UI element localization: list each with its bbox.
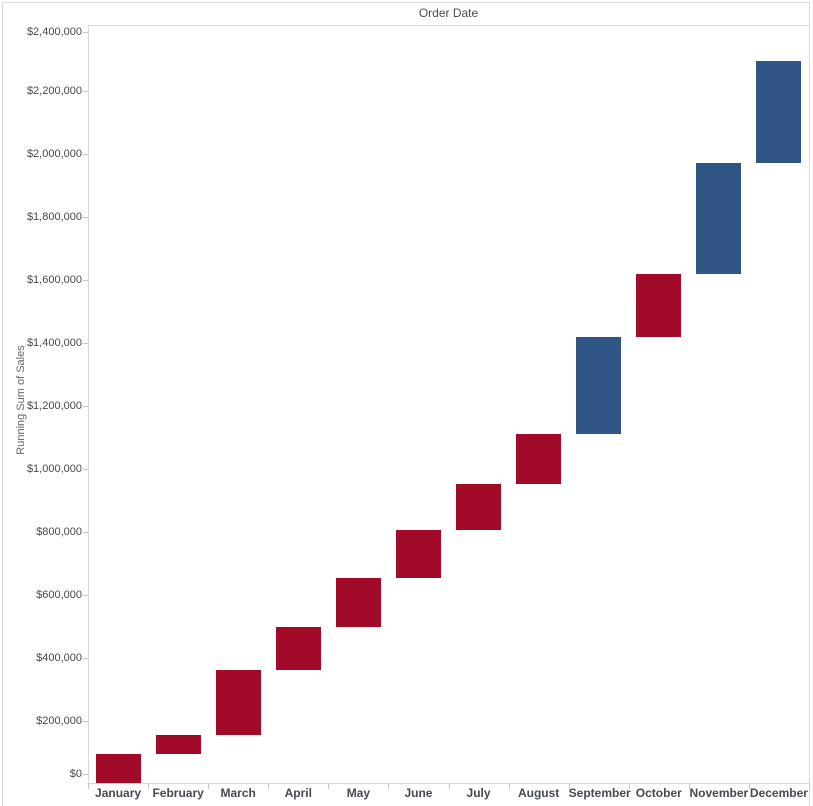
y-tick-label: $200,000: [36, 714, 82, 727]
bar-february[interactable]: [155, 734, 201, 754]
x-axis-label-may: May: [346, 786, 371, 800]
y-tick-mark: [83, 32, 89, 33]
y-tick-mark: [83, 469, 89, 470]
bar-july[interactable]: [456, 483, 502, 531]
x-tick-mark: [388, 784, 389, 789]
bar-april[interactable]: [275, 627, 321, 671]
x-tick-mark: [809, 784, 810, 789]
y-tick-mark: [83, 774, 89, 775]
y-tick-label: $2,200,000: [26, 85, 82, 98]
bar-september[interactable]: [576, 336, 622, 434]
sheet-border-right: [809, 2, 810, 806]
y-tick-mark: [83, 406, 89, 407]
x-axis-label-july: July: [466, 786, 491, 800]
y-tick-label: $2,000,000: [26, 148, 82, 161]
x-tick-mark: [148, 784, 149, 789]
y-tick-mark: [83, 343, 89, 344]
y-tick-label: $0: [69, 767, 82, 780]
bar-december[interactable]: [756, 60, 802, 163]
y-tick-label: $1,600,000: [26, 274, 82, 287]
y-tick-mark: [83, 280, 89, 281]
sheet-border-left: [2, 2, 3, 806]
x-axis-label-september: September: [568, 786, 631, 800]
x-tick-mark: [208, 784, 209, 789]
x-tick-mark: [88, 784, 89, 789]
x-axis-label-february: February: [152, 786, 204, 800]
y-tick-label: $1,000,000: [26, 462, 82, 475]
bar-november[interactable]: [696, 162, 742, 275]
y-tick-mark: [83, 595, 89, 596]
y-tick-mark: [83, 217, 89, 218]
x-tick-mark: [629, 784, 630, 789]
y-tick-label: $2,400,000: [26, 26, 82, 39]
y-tick-label: $1,400,000: [26, 336, 82, 349]
bar-may[interactable]: [335, 578, 381, 628]
y-tick-mark: [83, 154, 89, 155]
x-tick-mark: [268, 784, 269, 789]
x-tick-mark: [749, 784, 750, 789]
y-tick-mark: [83, 91, 89, 92]
y-tick-label: $1,200,000: [26, 399, 82, 412]
x-axis-label-october: October: [635, 786, 682, 800]
x-axis-label-january: January: [95, 786, 142, 800]
y-tick-mark: [83, 532, 89, 533]
bar-march[interactable]: [215, 670, 261, 735]
x-axis-label-march: March: [220, 786, 256, 800]
x-axis-label-november: November: [689, 786, 749, 800]
y-tick-mark: [83, 658, 89, 659]
y-tick-label: $800,000: [36, 525, 82, 538]
y-tick-label: $600,000: [36, 588, 82, 601]
x-tick-mark: [328, 784, 329, 789]
bar-june[interactable]: [395, 530, 441, 579]
plot-area: [88, 25, 809, 784]
x-tick-mark: [569, 784, 570, 789]
chart-title: Order Date: [418, 6, 479, 20]
bar-january[interactable]: [95, 753, 141, 784]
x-tick-mark: [689, 784, 690, 789]
bar-october[interactable]: [636, 274, 682, 337]
x-axis-label-april: April: [284, 786, 312, 800]
sheet-border-top: [2, 2, 810, 3]
x-tick-mark: [509, 784, 510, 789]
y-tick-label: $1,800,000: [26, 211, 82, 224]
x-axis-label-december: December: [749, 786, 808, 800]
x-axis-label-june: June: [404, 786, 433, 800]
y-tick-label: $400,000: [36, 651, 82, 664]
x-axis-label-august: August: [517, 786, 560, 800]
bar-august[interactable]: [516, 433, 562, 484]
x-tick-mark: [449, 784, 450, 789]
y-tick-mark: [83, 721, 89, 722]
